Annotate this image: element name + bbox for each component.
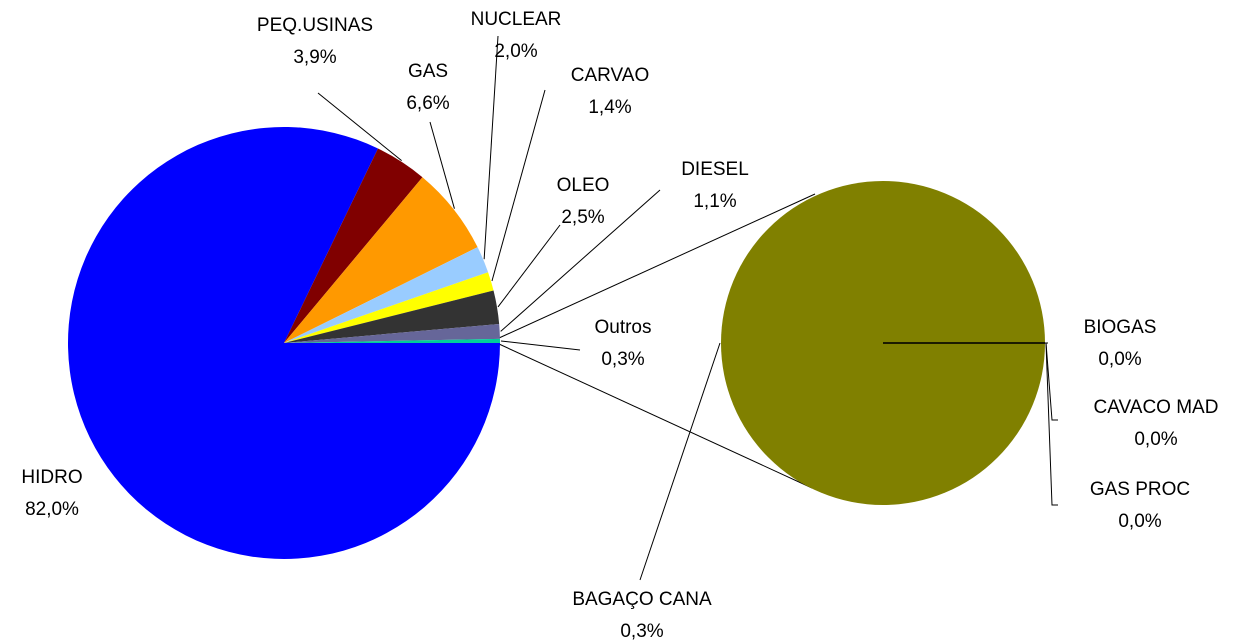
- slice-label: PEQ.USINAS: [257, 15, 373, 36]
- slice-value-label: 0,0%: [1134, 429, 1177, 450]
- pie-slice: [284, 323, 500, 343]
- leader-line: [483, 35, 499, 260]
- leader-line: [491, 89, 546, 282]
- slice-value-label: 6,6%: [406, 93, 449, 114]
- leader-line: [500, 340, 581, 351]
- leader-line: [317, 92, 402, 162]
- leader-line: [497, 224, 561, 308]
- slice-value-label: 2,0%: [494, 41, 537, 62]
- slice-value-label: 0,3%: [620, 621, 663, 642]
- leader-line: [1045, 342, 1058, 421]
- slice-label: NUCLEAR: [471, 9, 562, 30]
- slice-value-label: 0,0%: [1098, 349, 1141, 370]
- slice-value-label: 1,4%: [588, 97, 631, 118]
- slice-label: OLEO: [557, 175, 610, 196]
- slice-value-label: 82,0%: [25, 499, 79, 520]
- slice-label: GAS PROC: [1090, 479, 1190, 500]
- leader-line: [1045, 342, 1058, 506]
- pie-slice: [284, 272, 494, 343]
- slice-label: GAS: [408, 61, 448, 82]
- slice-label: CARVAO: [571, 65, 650, 86]
- pie-slice: [284, 148, 423, 343]
- slice-value-label: 2,5%: [561, 207, 604, 228]
- slice-value-label: 1,1%: [693, 191, 736, 212]
- slice-label: BIOGAS: [1084, 317, 1157, 338]
- slice-label: Outros: [594, 317, 651, 338]
- pie-slice: [284, 177, 478, 343]
- pie-slice: [284, 290, 500, 343]
- leader-line: [500, 189, 661, 332]
- slice-label: BAGAÇO CANA: [572, 589, 712, 610]
- slice-label: HIDRO: [21, 467, 82, 488]
- pie-slice: [284, 338, 500, 343]
- leader-line: [639, 342, 721, 581]
- slice-value-label: 0,3%: [601, 349, 644, 370]
- slice-value-label: 3,9%: [293, 47, 336, 68]
- leader-line: [429, 121, 455, 209]
- connector: [498, 193, 816, 339]
- connector: [498, 343, 813, 489]
- slice-label: CAVACO MAD: [1094, 397, 1219, 418]
- slice-label: DIESEL: [681, 159, 749, 180]
- connector-lines: [498, 193, 816, 489]
- slice-value-label: 0,0%: [1118, 511, 1161, 532]
- pie-slice: [284, 247, 489, 343]
